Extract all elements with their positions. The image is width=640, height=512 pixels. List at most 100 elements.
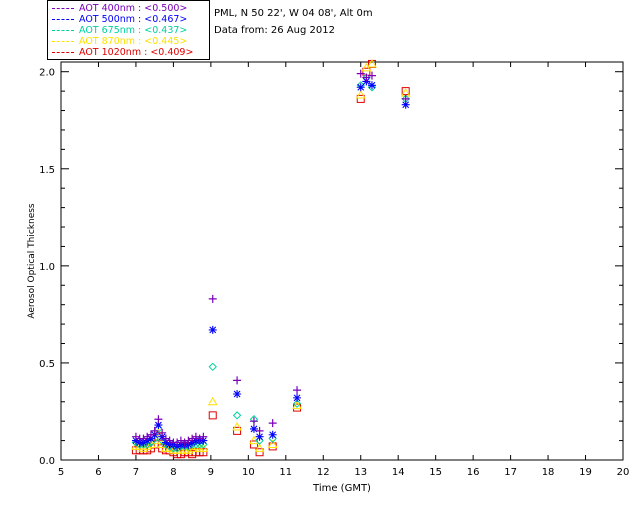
- legend-swatch: [52, 30, 74, 31]
- data-point-1020nm: [208, 411, 217, 420]
- site-label: PML, N 50 22', W 04 08', Alt 0m: [214, 8, 373, 19]
- legend-entry-1020nm: AOT 1020nm : <0.409>: [52, 47, 193, 58]
- data-point-675nm: [367, 83, 377, 92]
- data-point-400nm: [154, 415, 163, 424]
- data-point-870nm: [232, 421, 242, 431]
- data-point-870nm: [355, 89, 366, 99]
- data-point-400nm: [131, 432, 140, 441]
- data-point-400nm: [161, 434, 170, 443]
- data-point-400nm: [165, 436, 174, 445]
- x-tick-label: 5: [58, 467, 64, 478]
- legend-label: AOT 1020nm : <0.409>: [79, 47, 194, 58]
- data-point-500nm: [249, 424, 258, 433]
- x-tick-label: 6: [95, 467, 101, 478]
- data-point-500nm: [268, 430, 277, 439]
- legend-swatch: [52, 19, 74, 20]
- data-point-400nm: [249, 417, 258, 426]
- data-point-400nm: [208, 294, 217, 303]
- data-point-400nm: [401, 94, 410, 103]
- data-point-500nm: [293, 393, 302, 402]
- x-tick-label: 14: [392, 467, 405, 478]
- x-tick-label: 15: [429, 467, 442, 478]
- legend-swatch: [52, 41, 74, 42]
- data-point-400nm: [188, 434, 197, 443]
- x-axis-label: Time (GMT): [312, 483, 371, 494]
- data-point-400nm: [191, 432, 200, 441]
- data-point-500nm: [233, 389, 242, 398]
- data-point-1020nm: [356, 94, 365, 103]
- legend-entry-870nm: AOT 870nm : <0.445>: [52, 36, 187, 47]
- data-point-400nm: [255, 426, 264, 435]
- data-point-1020nm: [255, 448, 264, 457]
- data-point-400nm: [293, 386, 302, 395]
- data-point-870nm: [207, 396, 218, 406]
- y-axis-label: Aerosol Optical Thickness: [27, 203, 37, 319]
- data-point-500nm: [401, 100, 410, 109]
- data-point-400nm: [195, 434, 204, 443]
- legend-label: AOT 675nm : <0.437>: [79, 25, 188, 36]
- x-tick-label: 16: [467, 467, 480, 478]
- x-tick-label: 19: [579, 467, 592, 478]
- legend-label: AOT 400nm : <0.500>: [79, 3, 188, 14]
- data-point-500nm: [367, 81, 376, 90]
- legend-entry-500nm: AOT 500nm : <0.467>: [52, 14, 187, 25]
- data-point-400nm: [184, 436, 193, 445]
- legend-swatch: [52, 52, 74, 53]
- data-point-500nm: [255, 432, 264, 441]
- data-point-400nm: [367, 71, 376, 80]
- data-point-400nm: [356, 69, 365, 78]
- legend-swatch: [52, 8, 74, 9]
- y-tick-label: 1.0: [39, 262, 55, 273]
- data-point-1020nm: [233, 426, 242, 435]
- data-point-500nm: [356, 83, 365, 92]
- data-point-1020nm: [249, 440, 258, 449]
- data-point-400nm: [150, 426, 159, 435]
- data-point-870nm: [367, 58, 377, 68]
- x-tick-label: 10: [242, 467, 255, 478]
- data-point-400nm: [139, 434, 148, 443]
- data-point-870nm: [183, 445, 194, 454]
- x-tick-label: 8: [170, 467, 176, 478]
- y-tick-label: 0.5: [39, 359, 55, 370]
- data-point-870nm: [198, 443, 209, 452]
- legend-label: AOT 500nm : <0.467>: [79, 14, 188, 25]
- data-point-675nm: [292, 399, 302, 408]
- x-tick-label: 20: [617, 467, 630, 478]
- data-point-400nm: [173, 438, 182, 447]
- legend-label: AOT 870nm : <0.445>: [79, 36, 188, 47]
- data-point-1020nm: [401, 87, 410, 96]
- x-tick-label: 12: [317, 467, 330, 478]
- x-tick-label: 9: [208, 467, 214, 478]
- data-point-500nm: [208, 325, 217, 334]
- y-tick-label: 1.5: [39, 165, 55, 176]
- data-point-400nm: [180, 438, 189, 447]
- data-point-400nm: [362, 73, 371, 82]
- data-point-675nm: [208, 362, 217, 372]
- data-point-675nm: [172, 444, 182, 453]
- x-tick-label: 7: [133, 467, 139, 478]
- data-point-870nm: [138, 443, 149, 452]
- data-point-400nm: [176, 436, 185, 445]
- data-point-675nm: [232, 411, 242, 420]
- data-point-870nm: [254, 443, 265, 452]
- y-tick-label: 2.0: [39, 68, 55, 79]
- y-tick-label: 0.0: [39, 456, 55, 467]
- data-point-400nm: [143, 432, 152, 441]
- legend: AOT 400nm : <0.500> AOT 500nm : <0.467> …: [47, 0, 210, 60]
- x-tick-label: 17: [504, 467, 517, 478]
- date-label: Data from: 26 Aug 2012: [214, 25, 335, 36]
- x-tick-label: 13: [354, 467, 367, 478]
- data-point-870nm: [267, 439, 278, 448]
- data-point-400nm: [199, 432, 208, 441]
- data-point-1020nm: [199, 448, 208, 457]
- x-tick-label: 11: [279, 467, 292, 478]
- data-point-400nm: [146, 430, 155, 439]
- plot-frame: [60, 61, 624, 461]
- data-point-400nm: [268, 419, 277, 428]
- legend-entry-400nm: AOT 400nm : <0.500>: [52, 3, 187, 14]
- data-point-500nm: [154, 421, 163, 430]
- legend-entry-675nm: AOT 675nm : <0.437>: [52, 25, 187, 36]
- data-point-400nm: [233, 376, 242, 385]
- x-tick-label: 18: [542, 467, 555, 478]
